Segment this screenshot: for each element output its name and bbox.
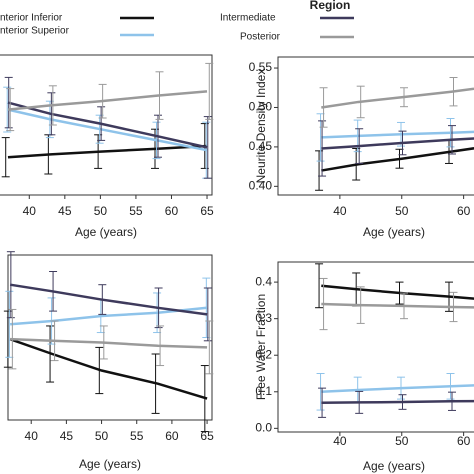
x-tick-label: 55 [130,429,144,443]
y-tick-label: 0.3 [255,311,272,325]
y-tick-label: 0.50 [249,100,273,114]
error-bar [203,287,212,342]
error-bar [205,62,214,120]
series-line [321,399,474,405]
x-tick-label: 50 [94,204,108,218]
error-bar [3,86,12,133]
x-tick-label: 40 [333,434,347,448]
x-axis-label: Age (years) [75,225,137,239]
x-tick-label: 60 [165,204,179,218]
legend-title: Region [310,0,351,12]
x-tick-label: 45 [60,429,74,443]
x-tick-label: 60 [457,204,471,218]
y-axis-label: Neurite Density Index [254,69,268,184]
x-tick-label: 50 [95,429,109,443]
plot-frame [277,56,474,196]
series-line [321,284,474,300]
y-tick-label: 0.40 [249,178,273,192]
series-line [321,302,474,309]
error-bar [316,373,325,411]
x-axis-label: Age (years) [363,225,425,239]
series-line [7,90,208,111]
y-tick-label: 0.55 [249,60,273,74]
x-axis-label: Age (years) [79,457,141,471]
legend-label: nterior Superior [0,26,70,37]
series-line [321,137,474,150]
x-tick-label: 60 [165,429,179,443]
error-bar [315,263,324,309]
x-tick-label: 50 [395,434,409,448]
x-tick-label: 45 [58,204,72,218]
x-tick-label: 55 [129,204,143,218]
series-line [321,147,474,172]
y-axis-label: Free Water Fraction [254,294,268,400]
x-tick-label: 40 [333,204,347,218]
error-bar [205,320,214,375]
series-line [321,87,474,109]
y-tick-label: 0.2 [255,347,272,361]
legend-label: nterior Inferior [0,13,63,24]
legend-label: Intermediate [220,13,276,24]
series-line [7,101,208,149]
series-line [7,144,208,159]
plot-frame [0,54,213,196]
series-line [9,283,208,316]
x-axis-label: Age (years) [363,459,425,473]
x-tick-label: 60 [457,434,471,448]
series-line [321,384,474,394]
x-tick-label: 65 [200,204,214,218]
series-line [7,108,208,152]
x-tick-label: 40 [23,204,37,218]
x-tick-label: 65 [200,429,214,443]
y-tick-label: 0.0 [255,421,272,435]
x-tick-label: 40 [25,429,39,443]
series-line [321,130,474,139]
error-bar [1,137,10,178]
series-line [9,337,208,400]
plot-frame [7,254,213,421]
series-line [10,337,208,349]
plot-frame [277,261,474,433]
legend-label: Posterior [240,32,281,43]
y-tick-label: 0.1 [255,384,272,398]
y-tick-label: 0.4 [255,274,272,288]
x-tick-label: 50 [395,204,409,218]
y-tick-label: 0.45 [249,139,273,153]
error-bar [203,116,212,179]
